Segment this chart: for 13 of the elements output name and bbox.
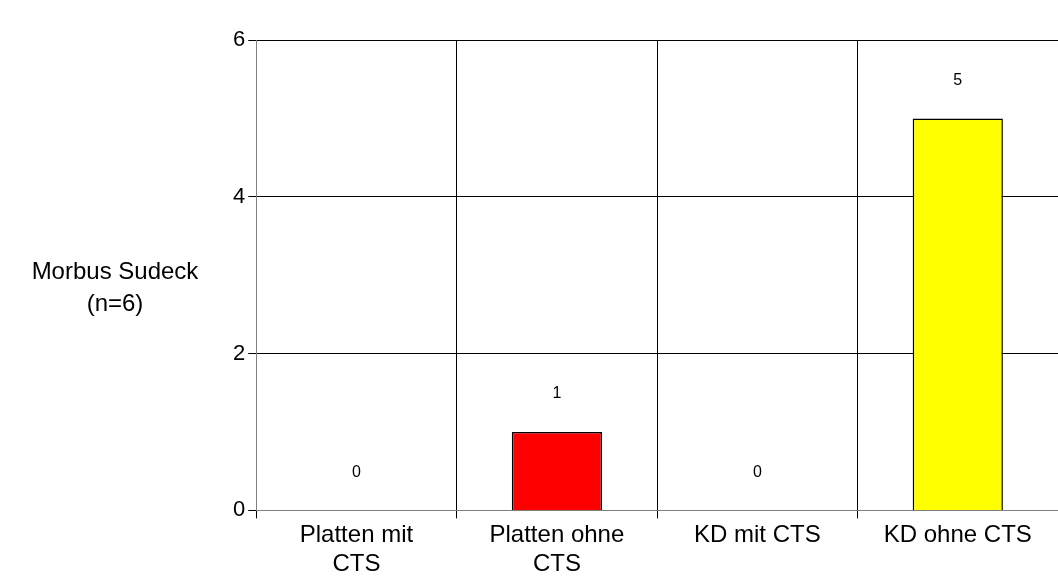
- y-tick-label: 6: [232, 26, 246, 52]
- data-label: 0: [752, 462, 762, 480]
- x-tick-label: KD ohne CTS: [883, 520, 1032, 548]
- x-tick-label: Platten ohne CTS: [489, 520, 625, 577]
- y-tick-label: 2: [232, 339, 246, 365]
- data-label: 5: [953, 70, 963, 88]
- x-tick-label: KD mit CTS: [694, 520, 821, 548]
- y-tick-label: 4: [232, 182, 246, 208]
- data-label: 0: [352, 462, 361, 480]
- data-label: 1: [552, 384, 562, 402]
- y-tick-label: 0: [232, 496, 246, 522]
- y-axis-title: Morbus Sudeck (n=6): [30, 256, 200, 318]
- x-tick-label: Platten mit CTS: [299, 520, 414, 577]
